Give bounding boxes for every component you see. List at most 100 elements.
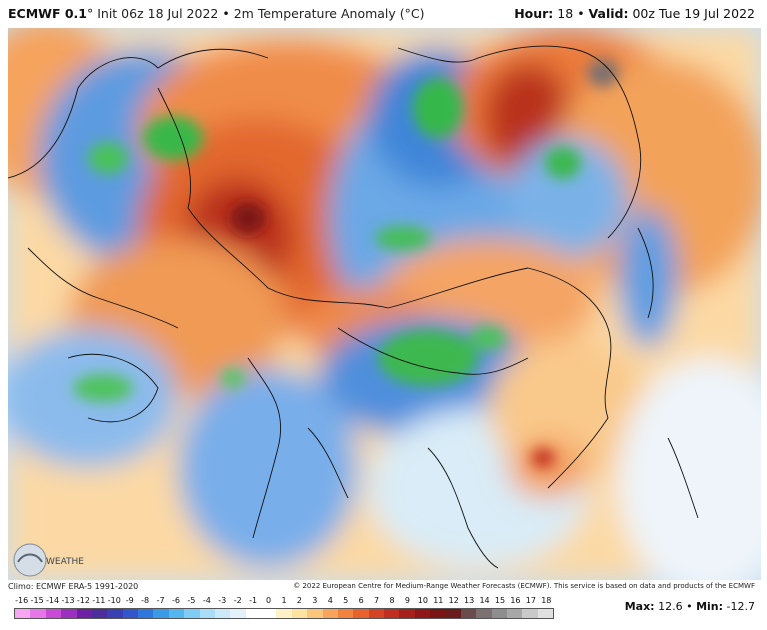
legend-tick-label: -4 [202, 596, 211, 605]
colorbar-swatch [322, 609, 338, 618]
border-middle-east [27, 247, 179, 329]
legend-tick-label: -15 [30, 596, 44, 605]
colorbar-swatch [414, 609, 431, 618]
degree-symbol: ° [86, 6, 94, 21]
coast-indochina [427, 447, 499, 569]
colorbar-swatch [30, 609, 46, 618]
legend-tick-label: -5 [187, 596, 196, 605]
legend-tick-label: -2 [233, 596, 242, 605]
colorbar-swatch [522, 609, 538, 618]
valid-label: Valid: [588, 6, 629, 21]
legend-tick-label: 6 [358, 596, 364, 605]
border-tibet [337, 327, 529, 375]
legend-tick-label: -14 [46, 596, 60, 605]
max-label: Max: [624, 600, 655, 613]
anomaly-field [8, 28, 761, 580]
border-russia-south [157, 87, 529, 309]
max-min-readout: Max: 12.6 • Min: -12.7 [625, 600, 755, 613]
legend-tick-label: -12 [76, 596, 90, 605]
legend-tick-label: 7 [374, 596, 380, 605]
coast-arctic [397, 45, 642, 239]
hour-label: Hour: [514, 6, 554, 21]
colorbar-swatch [537, 609, 554, 618]
legend-tick-label: -16 [15, 596, 29, 605]
field-name: 2m Temperature Anomaly (°C) [233, 6, 425, 21]
header-title: ECMWF 0.1° Init 06z 18 Jul 2022 • 2m Tem… [8, 0, 425, 28]
separator: • [577, 6, 585, 21]
colorbar-swatch [307, 609, 323, 618]
coast-india-east [307, 427, 349, 499]
legend-tick-label: -10 [107, 596, 121, 605]
borders [8, 45, 699, 569]
separator: • [222, 6, 230, 21]
map-canvas [8, 28, 761, 580]
legend-tick-label: -9 [125, 596, 134, 605]
colorbar-swatch [368, 609, 384, 618]
colorbar-swatch [291, 609, 308, 618]
legend-tick-label: -13 [61, 596, 75, 605]
legend-tick-label: -1 [249, 596, 258, 605]
colorbar-swatch [199, 609, 215, 618]
colorbar-swatch [430, 609, 446, 618]
legend-tick-label: 18 [541, 596, 552, 605]
model-name: ECMWF 0.1 [8, 6, 87, 21]
legend-tick-label: 11 [433, 596, 444, 605]
weatherbell-logo: WEATHERBELL [13, 543, 84, 577]
header: ECMWF 0.1° Init 06z 18 Jul 2022 • 2m Tem… [0, 0, 767, 28]
logo-text: WEATHERBELL [46, 557, 84, 567]
coast-japan [637, 227, 654, 319]
valid-value: 00z Tue 19 Jul 2022 [632, 6, 755, 21]
min-value: -12.7 [726, 600, 755, 613]
legend-tick-label: 10 [417, 596, 428, 605]
colorbar-swatch [184, 609, 200, 618]
colorbar-swatch [15, 609, 31, 618]
legend-tick-label: 16 [510, 596, 521, 605]
legend-tick-label: -7 [156, 596, 165, 605]
legend-tick-label: -8 [141, 596, 150, 605]
legend-tick-label: 5 [343, 596, 349, 605]
legend-tick-label: 8 [389, 596, 395, 605]
copyright-note: © 2022 European Centre for Medium-Range … [293, 582, 755, 590]
climatology-note: Climo: ECMWF ERA-5 1991-2020 [8, 582, 139, 591]
coast-arabia [67, 353, 159, 423]
colorbar-swatch [507, 609, 523, 618]
colorbar-swatch [122, 609, 138, 618]
colorbar-swatch [353, 609, 369, 618]
max-value: 12.6 [658, 600, 683, 613]
legend-tick-label: 15 [494, 596, 506, 605]
colorbar-swatch [476, 609, 492, 618]
legend-tick-label: 3 [312, 596, 318, 605]
legend-tick-label: 17 [525, 596, 536, 605]
legend-tick-label: 14 [479, 596, 490, 605]
colorbar-swatch [61, 609, 77, 618]
colorbar-swatch [214, 609, 231, 618]
colorbar-swatch [384, 609, 400, 618]
legend-tick-label: -6 [172, 596, 180, 605]
colorbar-swatch [107, 609, 123, 618]
header-valid: Hour: 18 • Valid: 00z Tue 19 Jul 2022 [514, 0, 755, 28]
legend-tick-label: 4 [327, 596, 333, 605]
coast-china-east [527, 267, 612, 489]
legend-tick-label: 0 [266, 596, 272, 605]
legend-tick-label: 9 [404, 596, 410, 605]
colorbar-swatch [230, 609, 246, 618]
colorbar-swatch [399, 609, 415, 618]
colorbar-swatch [168, 609, 185, 618]
colorbar-swatch [337, 609, 354, 618]
colorbar-swatch [276, 609, 292, 618]
legend-colorbar [14, 608, 554, 619]
colorbar-swatch [153, 609, 169, 618]
legend-ticks: -16 -15 -14 -13 -12 -11 -10 -9 -8 -7 -6 -5 -4 -3 -2 -1 0… [14, 596, 554, 608]
colorbar-swatch [91, 609, 108, 618]
separator: • [686, 600, 693, 613]
legend-tick-label: 12 [448, 596, 459, 605]
legend-tick-label: -3 [218, 596, 227, 605]
init-time: Init 06z 18 Jul 2022 [97, 6, 219, 21]
colorbar-swatch [245, 609, 261, 618]
coast-europe [8, 48, 269, 179]
legend-tick-label: 13 [464, 596, 475, 605]
colorbar-swatch [261, 609, 277, 618]
colorbar-swatch [45, 609, 62, 618]
hour-value: 18 [557, 6, 574, 21]
legend-tick-label: -11 [92, 596, 106, 605]
